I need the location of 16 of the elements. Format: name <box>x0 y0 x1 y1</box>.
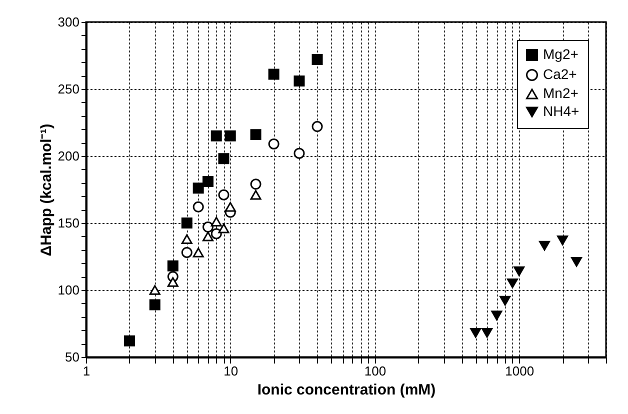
y-tick-label: 250 <box>58 82 80 96</box>
legend-label: Mg2+ <box>543 46 578 62</box>
y-axis-title: ΔHapp (kcal.mol⁻¹) <box>38 124 55 256</box>
legend-label: Mn2+ <box>543 85 578 101</box>
x-tick-label: 1000 <box>505 364 534 378</box>
x-tick-label: 100 <box>364 364 386 378</box>
y-tick-label: 150 <box>58 216 80 230</box>
legend-label: NH4+ <box>543 103 580 119</box>
y-tick-label: 200 <box>58 148 80 164</box>
y-tick-label: 50 <box>65 350 80 364</box>
x-tick-label: 10 <box>224 364 238 378</box>
y-tick-label: 300 <box>58 14 80 30</box>
legend-label: Ca2+ <box>543 66 577 82</box>
y-tick-label: 100 <box>58 282 80 298</box>
x-tick-label: 1 <box>82 364 90 378</box>
x-axis-title: Ionic concentration (mM) <box>257 382 436 398</box>
